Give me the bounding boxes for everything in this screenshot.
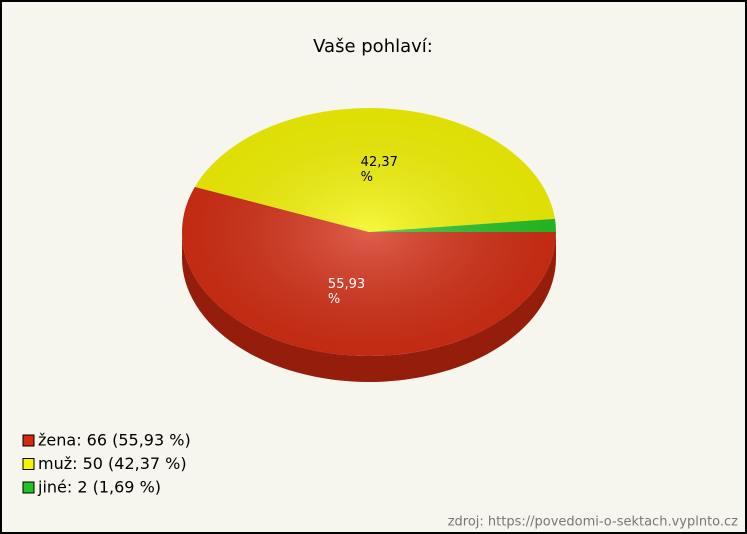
legend-label: žena: 66 (55,93 %) — [38, 431, 191, 450]
value-label: 42,37 % — [360, 154, 398, 185]
legend-swatch — [22, 458, 35, 470]
legend-swatch — [22, 481, 35, 494]
chart-title: Vaše pohlaví: — [313, 36, 433, 57]
value-label: 55,93 % — [327, 276, 366, 307]
legend-label: jiné: 2 (1,69 %) — [37, 478, 161, 497]
source-note: zdroj: https://povedomi-o-sektach.vyplnt… — [448, 515, 738, 530]
legend-swatch — [22, 434, 35, 447]
value-label-box: 42,37 % — [360, 154, 398, 185]
value-label-box: 55,93 % — [327, 276, 366, 307]
legend-label: muž: 50 (42,37 %) — [38, 454, 187, 473]
